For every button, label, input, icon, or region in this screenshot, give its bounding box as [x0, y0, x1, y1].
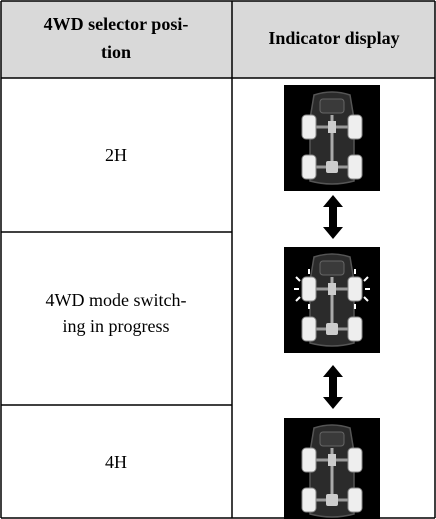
cell: 4WD mode switch- — [46, 290, 187, 310]
indicator-switching — [282, 245, 382, 355]
indicator-4h — [282, 416, 382, 519]
header-cell: Indicator display — [268, 28, 399, 48]
header-cell: 4WD selector posi- — [44, 14, 189, 34]
cell: 4H — [105, 452, 127, 472]
indicator-2h — [282, 83, 382, 193]
cell: ing in progress — [63, 316, 170, 336]
arrow — [323, 365, 343, 409]
cell: 2H — [105, 145, 127, 165]
arrow — [323, 195, 343, 239]
header-cell: tion — [101, 42, 131, 62]
header-bg — [1, 1, 435, 78]
